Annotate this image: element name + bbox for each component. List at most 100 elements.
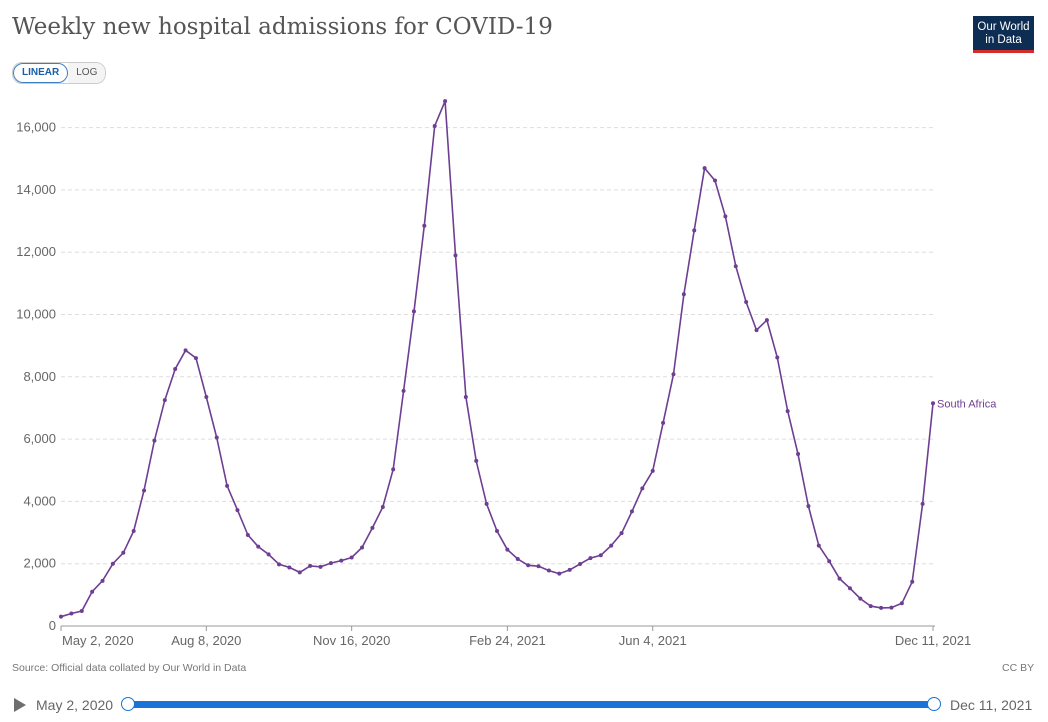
data-point [225,483,230,488]
data-point [59,614,63,619]
data-point [681,292,686,297]
data-point [868,604,873,609]
data-point [339,558,344,563]
data-point [297,570,302,575]
y-tick-label: 8,000 [23,369,56,384]
data-point [308,563,313,568]
play-icon[interactable] [14,698,26,712]
data-point [318,564,323,569]
data-point [193,356,198,361]
data-point [474,458,479,463]
chart-title: Weekly new hospital admissions for COVID… [12,14,553,40]
data-point [121,550,126,555]
data-point [401,388,406,393]
x-tick-label: May 2, 2020 [62,633,134,648]
series-label: South Africa [937,398,997,410]
data-point [858,596,863,601]
data-point [90,589,95,594]
y-tick-label: 10,000 [16,307,56,322]
data-point [505,547,510,552]
data-point [785,409,790,414]
y-tick-label: 2,000 [23,556,56,571]
data-point [661,420,666,425]
data-point [754,328,759,333]
data-point [910,579,915,584]
data-point [702,166,707,171]
x-tick-label: Aug 8, 2020 [171,633,241,648]
y-tick-label: 0 [49,618,56,633]
data-point [557,571,562,576]
data-point [349,555,354,560]
data-point [235,508,240,513]
y-tick-label: 6,000 [23,431,56,446]
data-point [609,543,614,548]
data-point [931,401,935,406]
data-point [650,468,655,473]
data-point [411,309,416,314]
data-point [214,435,219,440]
data-point [391,467,396,472]
owid-logo[interactable]: Our World in Data [973,16,1034,53]
data-point [245,533,250,538]
data-point [380,505,385,510]
data-point [287,565,292,570]
data-point [422,223,427,228]
series-line-south-africa [60,100,934,618]
data-point [806,504,811,509]
data-point [920,501,925,506]
timeline-track[interactable] [128,701,934,708]
data-point [847,586,852,591]
x-tick-label: Dec 11, 2021 [895,633,971,648]
timeline-start-label: May 2, 2020 [36,697,114,713]
data-point [629,509,634,514]
data-point [453,253,458,258]
license-link[interactable]: CC BY [1002,662,1035,674]
source-note: Source: Official data collated by Our Wo… [12,662,247,674]
data-point [142,488,147,493]
data-point [827,559,832,564]
data-point [69,611,74,616]
data-point [879,605,884,610]
data-point [723,214,728,219]
data-point [432,124,437,129]
data-point [640,486,645,491]
data-point [578,562,583,567]
x-tick-label: Nov 16, 2020 [313,633,390,648]
y-tick-label: 14,000 [16,182,56,197]
data-point [463,395,468,400]
timeline-end-handle[interactable] [927,697,941,711]
linear-scale-button[interactable]: LINEAR [13,63,69,83]
data-point [526,563,531,568]
data-point [598,553,603,558]
data-point [744,300,749,305]
x-tick-label: Feb 24, 2021 [469,633,546,648]
timeline-start-handle[interactable] [121,697,135,711]
data-point [733,264,738,269]
data-point [567,567,572,572]
data-point [775,355,780,360]
x-tick-label: Jun 4, 2021 [619,633,687,648]
timeline: May 2, 2020 Dec 11, 2021 [0,690,1048,720]
data-point [692,228,697,233]
data-point [173,367,178,372]
data-point [816,543,821,548]
data-point [495,528,499,533]
data-point [370,525,375,530]
data-point [131,528,136,533]
data-point [536,564,541,569]
data-point [546,568,551,573]
data-point [515,557,520,562]
y-tick-label: 12,000 [16,244,56,259]
logo-line-2: in Data [985,34,1022,46]
data-point [152,438,157,443]
data-point [360,545,365,550]
data-point [619,531,624,536]
data-point [796,452,801,457]
data-point [899,601,904,606]
log-scale-button[interactable]: LOG [68,63,106,83]
data-point [110,561,115,566]
scale-toggle: LINEAR LOG [12,62,107,84]
data-point [588,556,593,561]
data-point [277,562,281,567]
